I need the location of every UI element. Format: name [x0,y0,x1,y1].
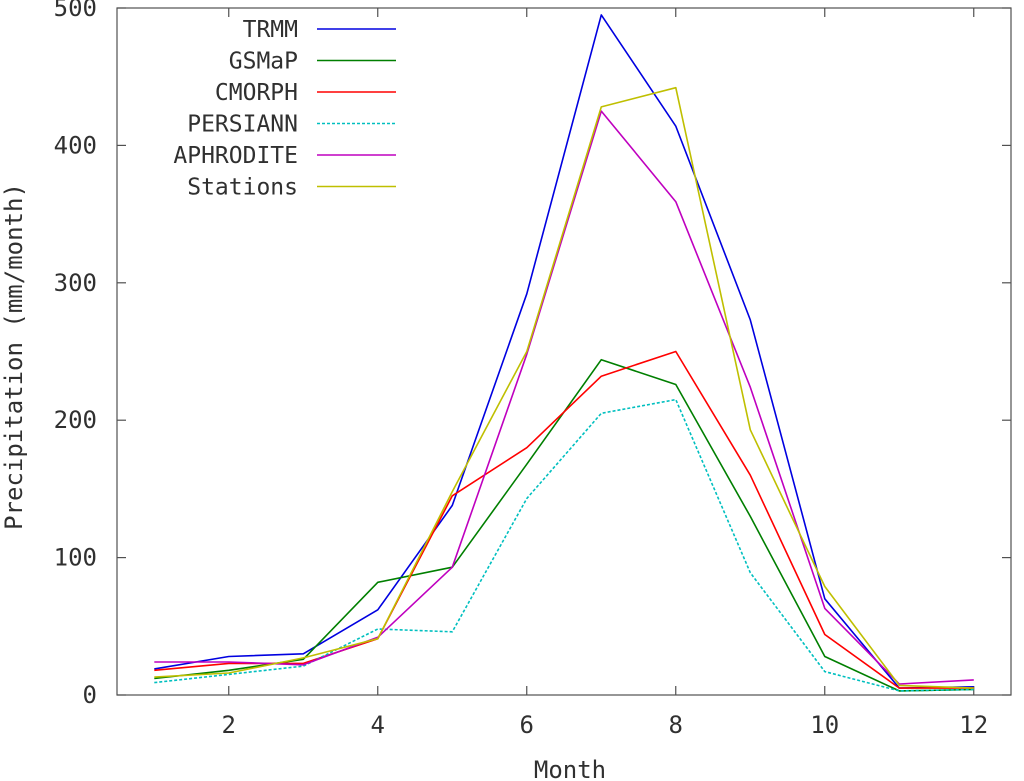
legend-label-gsmap: GSMaP [229,49,298,75]
x-tick-label: 10 [810,711,839,739]
legend-label-persiann: PERSIANN [187,112,298,138]
axes: 0 100 200 300 400 500 2 4 6 8 10 12 [54,0,1012,739]
x-tick-label: 4 [371,711,385,739]
series-line-cmorph [154,350,974,689]
series-lines [154,14,974,692]
series-line-aphrodite [154,110,974,685]
x-tick-label: 2 [222,711,236,739]
series-line-trmm [154,14,974,689]
x-tick-label: 12 [959,711,988,739]
legend-label-trmm: TRMM [243,17,298,43]
x-tick-label: 6 [520,711,534,739]
x-tick-label: 8 [669,711,683,739]
y-tick-label: 400 [54,131,97,159]
legend: TRMM GSMaP CMORPH PERSIANN APHRODITE Stations [173,17,396,201]
y-tick-label: 300 [54,269,97,297]
series-line-persiann [154,398,974,692]
plot-frame [116,7,1012,696]
y-axis-label: Precipitation (mm/month) [0,183,28,530]
series-line-stations [154,86,974,689]
series-line-gsmap [154,358,974,692]
y-tick-label: 200 [54,406,97,434]
legend-label-aphrodite: APHRODITE [173,143,298,169]
legend-label-stations: Stations [187,175,298,201]
y-tick-label: 100 [54,544,97,572]
y-tick-label: 0 [83,681,97,709]
y-tick-label: 500 [54,0,97,22]
legend-label-cmorph: CMORPH [215,80,298,106]
x-axis-label: Month [534,756,606,781]
